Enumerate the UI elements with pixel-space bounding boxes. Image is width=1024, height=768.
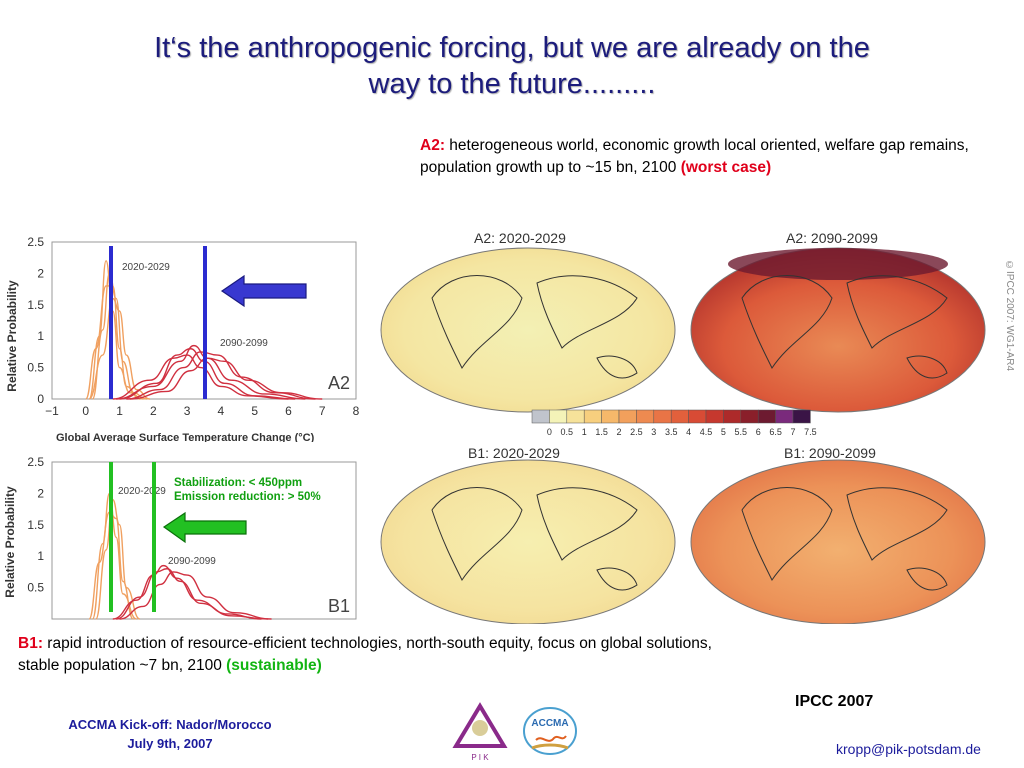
b1-ytick-label: 1: [37, 549, 44, 563]
footer-event-line-2: July 9th, 2007: [30, 734, 310, 753]
colorbar-swatch: [723, 410, 740, 423]
b1-far-period-label: 2090-2099: [168, 556, 216, 567]
accma-logo-text: ACCMA: [531, 718, 568, 729]
colorbar-label: 2.5: [630, 427, 643, 437]
contact-email: kropp@pik-potsdam.de: [836, 741, 981, 757]
a2-xtick-label: −1: [45, 404, 59, 418]
a2-xtick-label: 2: [150, 404, 157, 418]
colorbar-label: 1.5: [595, 427, 608, 437]
a2-ytick-label: 2: [37, 266, 44, 280]
map-a2-near: [381, 248, 675, 412]
colorbar-label: 6: [756, 427, 761, 437]
colorbar-label: 3.5: [665, 427, 678, 437]
map-a2-far-arctic: [728, 248, 948, 280]
title-line-2: way to the future.........: [60, 66, 964, 102]
a2-ylabel: Relative Probability: [5, 280, 19, 392]
b1-ytick-label: 1.5: [27, 518, 44, 532]
a2-xtick-label: 8: [353, 404, 360, 418]
b1-text: rapid introduction of resource-efficient…: [18, 635, 712, 674]
colorbar-swatch: [758, 410, 775, 423]
b1-ytick-label: 2: [37, 486, 44, 500]
colorbar-swatch: [549, 410, 566, 423]
colorbar-label: 0: [547, 427, 552, 437]
colorbar-label: 4.5: [700, 427, 713, 437]
colorbar-swatch: [636, 410, 653, 423]
accma-logo-icon: ACCMA: [522, 706, 578, 756]
b1-scenario-label: B1: [328, 596, 350, 616]
a2-far-period-label: 2090-2099: [220, 338, 268, 349]
pik-logo-figure: [472, 720, 488, 736]
a2-near-period-label: 2020-2029: [122, 262, 170, 273]
map-title-b1-near: B1: 2020-2029: [468, 445, 560, 461]
a2-xtick-label: 4: [218, 404, 225, 418]
map-title-a2-far: A2: 2090-2099: [786, 230, 878, 246]
map-b1-near: [381, 460, 675, 624]
temperature-maps: A2: 2020-2029 A2: 2090-2099 0 0.5 1 1.5 2 2.5…: [372, 228, 1002, 624]
colorbar-label: 5.5: [735, 427, 748, 437]
colorbar-swatch: [654, 410, 671, 423]
colorbar-label: 7.5: [804, 427, 817, 437]
colorbar-swatch: [741, 410, 758, 423]
stabilization-note: Stabilization: < 450ppm Emission reducti…: [174, 476, 321, 504]
colorbar-label: 1: [582, 427, 587, 437]
a2-xtick-label: 6: [285, 404, 292, 418]
a2-xtick-label: 3: [184, 404, 191, 418]
footer-event-line-1: ACCMA Kick-off: Nador/Morocco: [30, 715, 310, 734]
colorbar-swatch: [567, 410, 584, 423]
colorbar-label: 2: [616, 427, 621, 437]
a2-description: A2: heterogeneous world, economic growth…: [420, 135, 1010, 179]
stabilization-line-2: Emission reduction: > 50%: [174, 490, 321, 504]
a2-probability-chart: Relative Probability 00.511.522.5 −1 0 1 2 3…: [0, 228, 370, 442]
b1-description: B1: rapid introduction of resource-effic…: [18, 633, 738, 677]
colorbar-label: 7: [790, 427, 795, 437]
b1-label: B1:: [18, 635, 43, 652]
a2-xtick-label: 0: [82, 404, 89, 418]
colorbar-swatch: [793, 410, 810, 423]
map-title-a2-near: A2: 2020-2029: [474, 230, 566, 246]
a2-xlabel: Global Average Surface Temperature Chang…: [56, 432, 315, 442]
pik-logo-icon: P I K: [452, 700, 508, 762]
colorbar-swatch: [619, 410, 636, 423]
colorbar-labels: 0 0.5 1 1.5 2 2.5 3 3.5 4 4.5 5 5.5 6 6.5 7 7.5: [547, 427, 817, 437]
b1-emphasis: (sustainable): [226, 657, 322, 674]
a2-label: A2:: [420, 137, 445, 154]
colorbar: [532, 410, 810, 423]
title-line-1: It‘s the anthropogenic forcing, but we a…: [60, 30, 964, 66]
source-citation: IPCC 2007: [795, 693, 873, 711]
colorbar-label: 4: [686, 427, 691, 437]
b1-ytick-label: 0.5: [27, 581, 44, 595]
colorbar-swatch: [532, 410, 549, 423]
a2-scenario-label: A2: [328, 373, 350, 393]
colorbar-label: 5: [721, 427, 726, 437]
map-b1-far: [691, 460, 985, 624]
colorbar-swatch: [689, 410, 706, 423]
a2-xtick-label: 1: [116, 404, 123, 418]
footer-event: ACCMA Kick-off: Nador/Morocco July 9th, …: [30, 715, 310, 753]
colorbar-swatch: [671, 410, 688, 423]
ipcc-copyright: ©IPCC 2007: WG1-AR4: [1004, 260, 1015, 371]
a2-ytick-label: 2.5: [27, 235, 44, 249]
b1-ylabel: Relative Probability: [3, 486, 17, 598]
map-title-b1-far: B1: 2090-2099: [784, 445, 876, 461]
stabilization-line-1: Stabilization: < 450ppm: [174, 476, 321, 490]
a2-xtick-label: 7: [319, 404, 326, 418]
a2-ytick-label: 0: [37, 392, 44, 406]
a2-ytick-label: 0.5: [27, 361, 44, 375]
colorbar-label: 6.5: [769, 427, 782, 437]
a2-ytick-label: 1.5: [27, 298, 44, 312]
b1-near-period-label: 2020-2029: [118, 486, 166, 497]
slide-title: It‘s the anthropogenic forcing, but we a…: [60, 30, 964, 102]
b1-ytick-label: 2.5: [27, 455, 44, 469]
a2-ytick-label: 1: [37, 329, 44, 343]
a2-emphasis: (worst case): [681, 159, 771, 176]
colorbar-swatch: [584, 410, 601, 423]
colorbar-label: 0.5: [561, 427, 574, 437]
a2-xtick-label: 5: [251, 404, 258, 418]
colorbar-swatch: [602, 410, 619, 423]
colorbar-swatch: [776, 410, 793, 423]
colorbar-label: 3: [651, 427, 656, 437]
colorbar-swatch: [706, 410, 723, 423]
pik-logo-text: P I K: [471, 753, 489, 762]
